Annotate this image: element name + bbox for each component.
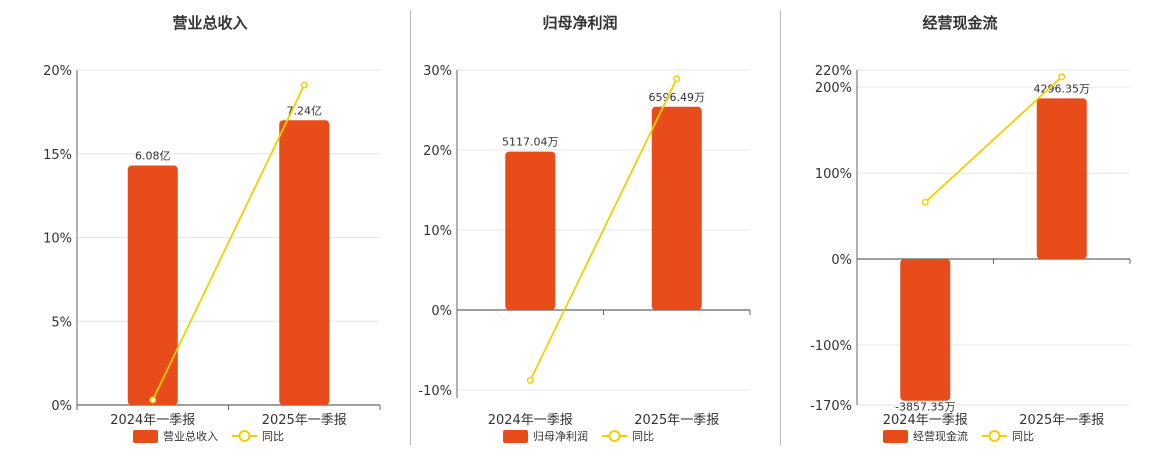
yoy-point: [526, 376, 534, 384]
yoy-point: [921, 198, 929, 206]
legend-bar-swatch: [503, 430, 528, 443]
legend-line-label: 同比: [1012, 430, 1034, 443]
y-tick-label: 5%: [51, 315, 72, 330]
yoy-point: [673, 75, 681, 83]
x-category-label: 2024年一季报: [488, 413, 573, 428]
legend-bar-label: 归母净利润: [533, 429, 588, 443]
legend-bar-label: 经营现金流: [913, 429, 968, 443]
y-tick-label: 0%: [51, 399, 72, 414]
operating-cashflow-chart-panel: 经营现金流 -170% -100% 0% 100% 200% 220% -3857.35万 42…: [780, 0, 1160, 450]
revenue-chart-panel: 营业总收入 0% 5% 10% 15% 20% 6.08亿 7.24亿 2024年一季报 2025…: [0, 0, 400, 450]
x-category-label: 2025年一季报: [634, 413, 719, 428]
bar: [651, 106, 702, 310]
x-category-label: 2025年一季报: [262, 413, 347, 428]
bar-data-label: 6596.49万: [649, 91, 706, 104]
yoy-line: [924, 76, 1063, 203]
legend-line-marker: [988, 430, 1001, 442]
chart-svg: 归母净利润 -10% 0% 10% 20% 30% 5117.04万 6596.49万 2024…: [418, 14, 751, 443]
yoy-point: [149, 396, 157, 404]
chart-title: 营业总收入: [172, 14, 247, 32]
bar-data-label: 5117.04万: [502, 136, 559, 149]
yoy-point: [1058, 73, 1066, 81]
chart-title: 归母净利润: [542, 14, 617, 32]
y-tick-label: -100%: [810, 339, 852, 354]
y-tick-label: 0%: [831, 253, 852, 268]
x-category-label: 2024年一季报: [110, 413, 195, 428]
bar-data-label: 4296.35万: [1034, 82, 1091, 95]
y-tick-label: 10%: [423, 224, 452, 239]
chart-svg: 营业总收入 0% 5% 10% 15% 20% 6.08亿 7.24亿 2024年一季报 2025…: [43, 14, 381, 443]
y-tick-label: 30%: [423, 64, 452, 79]
bar-data-label: 7.24亿: [287, 104, 323, 117]
yoy-point: [300, 81, 308, 89]
bar-data-label: -3857.35万: [895, 401, 955, 414]
bar: [505, 151, 556, 310]
legend-bar-swatch: [133, 430, 158, 443]
x-category-label: 2025年一季报: [1019, 413, 1104, 428]
y-tick-label: -170%: [810, 399, 852, 414]
y-tick-label: 100%: [815, 167, 852, 182]
chart-svg: 经营现金流 -170% -100% 0% 100% 200% 220% -3857.35万 42…: [810, 14, 1131, 443]
legend-line-marker: [608, 430, 621, 442]
y-tick-label: 220%: [815, 64, 852, 79]
yoy-line: [529, 78, 678, 381]
legend-bar-swatch: [883, 430, 908, 443]
y-tick-label: 10%: [43, 232, 72, 247]
y-tick-label: -10%: [418, 384, 452, 399]
y-tick-label: 20%: [423, 144, 452, 159]
y-tick-label: 0%: [431, 304, 452, 319]
bar: [1036, 98, 1087, 259]
bar: [900, 258, 951, 401]
y-tick-label: 200%: [815, 81, 852, 96]
legend-line-marker: [238, 430, 251, 442]
yoy-line: [151, 84, 306, 401]
bar: [127, 165, 178, 405]
x-category-label: 2024年一季报: [883, 413, 968, 428]
y-tick-label: 20%: [43, 64, 72, 79]
chart-title: 经营现金流: [922, 14, 997, 32]
bar-data-label: 6.08亿: [135, 149, 171, 162]
legend-bar-label: 营业总收入: [163, 429, 218, 443]
panel-divider: [410, 10, 411, 445]
bar: [279, 120, 330, 405]
y-tick-label: 15%: [43, 148, 72, 163]
legend-line-label: 同比: [262, 430, 284, 443]
legend-line-label: 同比: [632, 430, 654, 443]
panel-divider: [780, 10, 781, 445]
net-profit-chart-panel: 归母净利润 -10% 0% 10% 20% 30% 5117.04万 6596.49万 2024…: [410, 0, 780, 450]
